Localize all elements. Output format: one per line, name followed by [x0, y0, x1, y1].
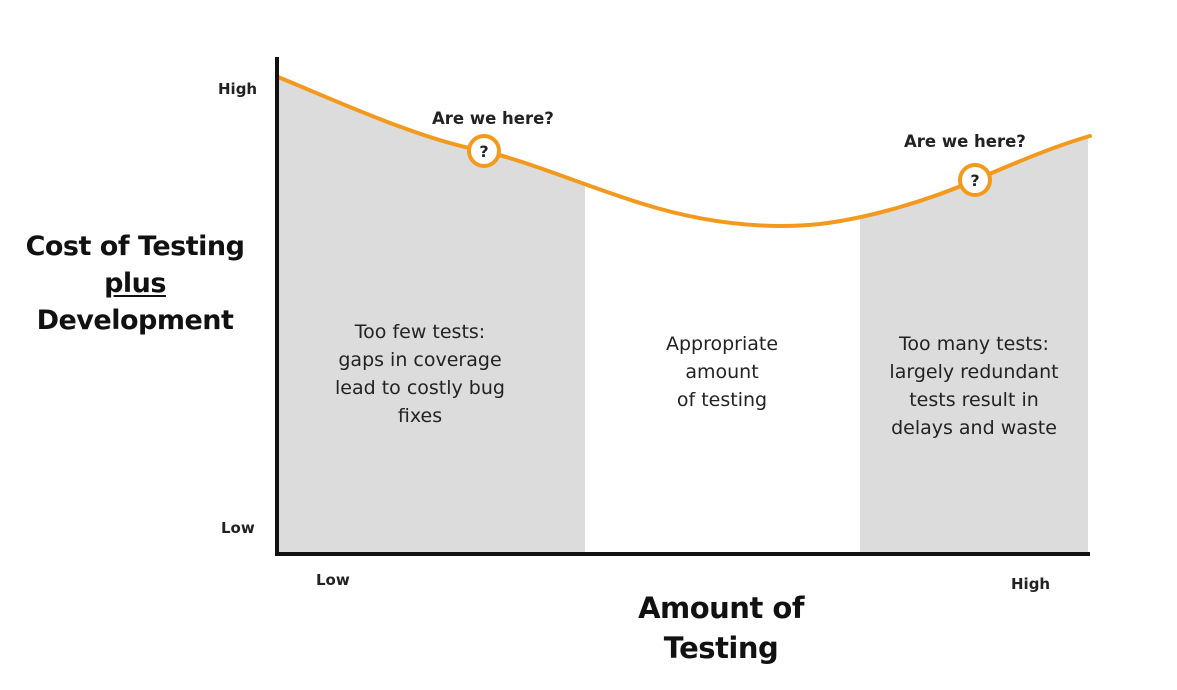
too-many-tests-region [860, 137, 1088, 552]
too-few-tests-line2: gaps in coverage [338, 349, 502, 371]
appropriate-testing-line1: Appropriate [665, 333, 779, 355]
left-marker-question: Are we here? [432, 109, 554, 128]
right-marker-symbol: ? [970, 171, 979, 190]
too-many-tests-line3: tests result in [909, 389, 1039, 411]
appropriate-testing-text: Appropriate amount of testing [612, 330, 832, 414]
left-question-marker: ? [467, 134, 501, 168]
too-few-tests-line3: lead to costly bug [335, 377, 505, 399]
y-axis-high-label: High [218, 80, 258, 98]
right-question-marker: ? [958, 163, 992, 197]
y-axis-low-label: Low [221, 519, 255, 537]
too-many-tests-text: Too many tests: largely redundant tests … [860, 330, 1088, 442]
y-axis-title-line2: plus [104, 268, 166, 299]
too-few-tests-line1: Too few tests: [354, 321, 486, 343]
too-few-tests-region [278, 77, 585, 552]
y-axis-title: Cost of Testing plus Development [10, 228, 260, 339]
x-axis-title-line2: Testing [663, 631, 779, 665]
y-axis-title-line1: Cost of Testing [25, 231, 245, 262]
x-axis-title-line1: Amount of [638, 591, 804, 625]
too-many-tests-line4: delays and waste [891, 417, 1057, 439]
right-marker-question: Are we here? [904, 132, 1026, 151]
appropriate-testing-line3: of testing [676, 389, 768, 411]
y-axis-title-line3: Development [36, 305, 234, 336]
too-few-tests-text: Too few tests: gaps in coverage lead to … [300, 318, 540, 430]
left-marker-symbol: ? [479, 142, 488, 161]
x-axis-high-label: High [1011, 575, 1051, 593]
x-axis-low-label: Low [316, 571, 350, 589]
too-many-tests-line1: Too many tests: [899, 333, 1049, 355]
x-axis-title: Amount of Testing [590, 588, 852, 668]
too-many-tests-line2: largely redundant [889, 361, 1059, 383]
appropriate-testing-line2: amount [685, 361, 759, 383]
too-few-tests-line4: fixes [397, 405, 443, 427]
